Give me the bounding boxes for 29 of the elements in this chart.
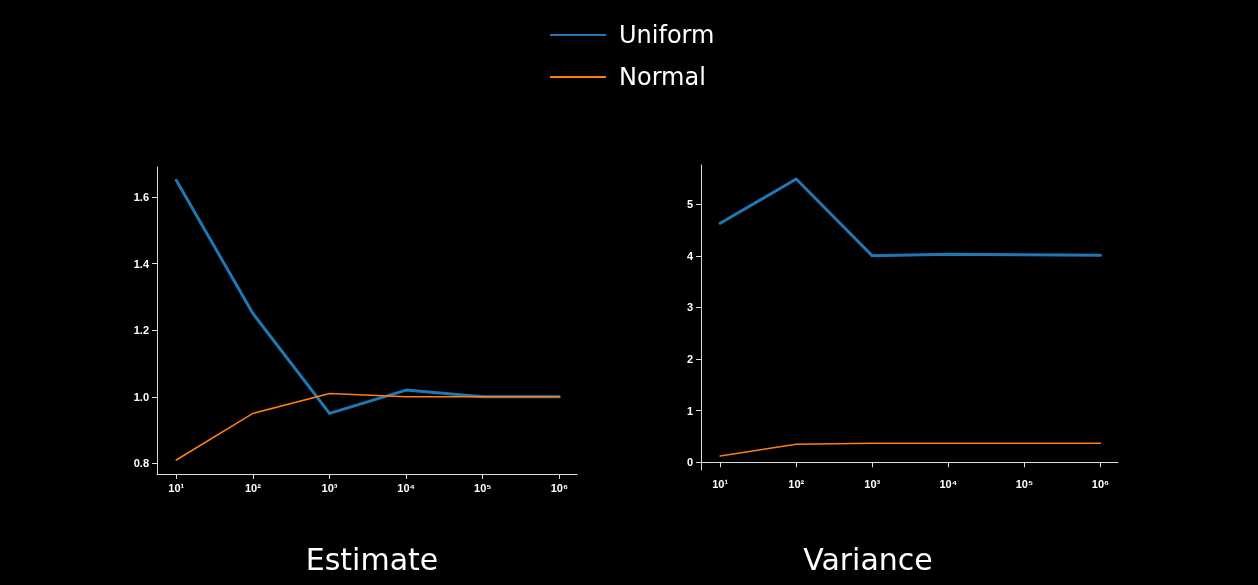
x-tick-label: 10⁴: [939, 477, 958, 490]
text: Variance: [803, 541, 933, 577]
x-tick-label: 10¹: [712, 477, 729, 490]
x-tick-label: 10⁵: [474, 481, 492, 494]
y-tick-label: 3: [686, 301, 693, 314]
y-tick-label: 0: [686, 456, 693, 469]
x-tick-label: 10³: [864, 477, 881, 490]
x-tick-label: 10⁴: [397, 481, 415, 494]
y-tick-label: 4: [686, 249, 694, 262]
y-tick-label: 0.8: [133, 457, 149, 470]
y-tick-label: 1.4: [133, 257, 150, 270]
x-tick-label: 10⁶: [550, 481, 568, 494]
y-tick-label: 5: [686, 198, 693, 211]
y-tick-label: 1.2: [133, 324, 149, 337]
x-tick-label: 10²: [244, 481, 262, 494]
x-tick-label: 10⁵: [1015, 477, 1034, 490]
line-series: [175, 392, 561, 461]
text: Estimate: [305, 541, 439, 577]
y-tick-label: 2: [686, 353, 693, 366]
x-tick-label: 10²: [788, 477, 805, 490]
x-tick-label: 10³: [321, 481, 338, 494]
legend-label: Normal: [619, 63, 706, 91]
line-series: [718, 177, 1102, 258]
y-tick-label: 1.0: [133, 390, 149, 403]
legend-label: Uniform: [619, 21, 715, 49]
x-tick-label: 10¹: [168, 481, 185, 494]
y-tick-label: 1.6: [133, 190, 149, 203]
x-tick-label: 10⁶: [1091, 477, 1110, 490]
y-tick-label: 1: [686, 404, 693, 417]
